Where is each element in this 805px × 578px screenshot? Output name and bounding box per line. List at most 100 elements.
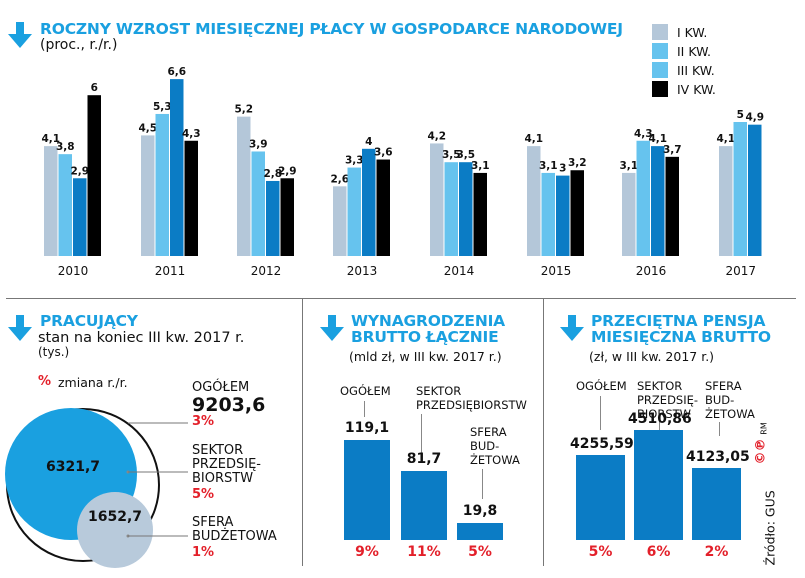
- x-tick-label: 2010: [58, 264, 89, 278]
- total-employed-change: 3%: [192, 414, 215, 429]
- section-divider: [6, 298, 796, 299]
- percent-legend-symbol: %: [38, 374, 52, 389]
- bar-value-label: 3: [559, 163, 566, 175]
- legend-label-q4: IV KW.: [677, 81, 716, 97]
- enterprise-label-line3: BIORSTW: [192, 471, 254, 486]
- wages-bar: [457, 523, 503, 540]
- bar-value-label: 6,6: [167, 66, 186, 78]
- bar-value-label: 3,5: [456, 149, 475, 161]
- wages-label-budget-3: ŻETOWA: [470, 453, 520, 467]
- wages-bar-value: 81,7: [406, 451, 442, 468]
- total-label: OGÓŁEM: [192, 380, 250, 395]
- bar-2014-q1: [430, 143, 444, 256]
- bar-value-label: 2,8: [263, 168, 282, 180]
- bar-value-label: 4,1: [716, 133, 735, 145]
- bar-2017-q1: [719, 146, 733, 256]
- bar-value-label: 4,2: [427, 130, 446, 142]
- wages-title-line1: WYNAGRODZENIA: [351, 312, 505, 330]
- enterprise-label-line2: PRZEDSIĘ-: [192, 457, 261, 472]
- wages-bar-value: 19,8: [462, 503, 498, 520]
- bar-2010-q4: [87, 95, 101, 256]
- leader-line: [600, 396, 601, 430]
- bar-2011-q3: [170, 79, 184, 257]
- wages-label-budget-2: BUD-: [470, 439, 500, 453]
- budget-label-line1: SFERA: [192, 515, 234, 530]
- bar-value-label: 3,1: [471, 160, 490, 172]
- avgpay-subtitle: (zł, w III kw. 2017 r.): [589, 349, 715, 364]
- avgpay-label-enterprise-2: PRZEDSIĘ-: [637, 393, 699, 407]
- bar-2015-q1: [527, 146, 541, 256]
- down-arrow-icon: [8, 22, 32, 48]
- quarterly-growth-chart: 4,13,82,9620104,55,36,64,320115,23,92,82…: [41, 66, 764, 278]
- top-chart-title: ROCZNY WZROST MIESIĘCZNEJ PŁACY W GOSPOD…: [40, 20, 623, 38]
- avgpay-change-pct: 5%: [588, 544, 613, 560]
- bar-2013-q4: [376, 159, 390, 256]
- avgpay-bar-value: 4123,05: [686, 449, 750, 466]
- bar-value-label: 5,2: [234, 104, 253, 116]
- bar-2013-q3: [362, 148, 376, 256]
- bar-value-label: 3,9: [249, 138, 268, 150]
- wages-subtitle: (mld zł, w III kw. 2017 r.): [349, 349, 502, 364]
- avgpay-label-budget-1: SFERA: [705, 379, 742, 393]
- bar-value-label: 4,5: [138, 122, 157, 134]
- avgpay-bar: [692, 468, 741, 540]
- bar-2017-q3: [748, 124, 762, 257]
- avgpay-label-total: OGÓŁEM: [576, 379, 627, 393]
- leader-line: [421, 414, 422, 454]
- x-tick-label: 2012: [251, 264, 282, 278]
- employed-title: PRACUJĄCY: [40, 312, 138, 330]
- avgpay-bar: [576, 455, 625, 540]
- bar-value-label: 3,8: [56, 141, 75, 153]
- budget-employed-value: 1652,7: [88, 509, 143, 525]
- bar-value-label: 3,2: [568, 157, 587, 169]
- bar-2010-q3: [73, 178, 87, 256]
- legend-swatch-q1: [652, 24, 668, 40]
- copyright-symbol: ©℗: [753, 438, 769, 465]
- avgpay-label-budget-3: ŻETOWA: [705, 407, 755, 421]
- bar-2017-q2: [733, 122, 747, 256]
- bar-value-label: 5,3: [153, 101, 172, 113]
- bar-2016-q4: [665, 156, 679, 256]
- avgpay-title-line1: PRZECIĘTNA PENSJA: [591, 312, 766, 330]
- circle-budget: [77, 492, 153, 568]
- wages-label-enterprise-1: SEKTOR: [416, 384, 462, 398]
- bar-value-label: 3,1: [619, 160, 638, 172]
- x-tick-label: 2017: [725, 264, 756, 278]
- bar-2016-q1: [622, 172, 636, 256]
- percent-legend-text: zmiana r./r.: [58, 375, 128, 390]
- bar-2010-q2: [58, 154, 72, 256]
- author-initials: RM: [759, 422, 769, 435]
- bar-2012-q1: [237, 116, 251, 256]
- avgpay-label-enterprise-3: BIORSTW: [637, 407, 692, 421]
- bar-2014-q3: [459, 162, 473, 256]
- bar-value-label: 4,1: [41, 133, 60, 145]
- legend-label-q2: II KW.: [677, 43, 711, 59]
- bar-2010-q1: [44, 146, 58, 256]
- bar-value-label: 4,1: [648, 133, 667, 145]
- bar-2012-q4: [280, 178, 294, 256]
- bar-value-label: 2,9: [70, 165, 89, 177]
- bar-value-label: 4,1: [524, 133, 543, 145]
- avgpay-title-line2: MIESIĘCZNA BRUTTO: [591, 328, 771, 346]
- bar-value-label: 4,3: [182, 128, 201, 140]
- bar-value-label: 5: [737, 109, 744, 121]
- legend-item-q3: III KW.: [652, 62, 715, 78]
- wages-label-total: OGÓŁEM: [340, 384, 391, 398]
- x-tick-label: 2015: [541, 264, 572, 278]
- wages-label-budget-1: SFERA: [470, 425, 507, 439]
- legend-item-q1: I KW.: [652, 24, 707, 40]
- bar-value-label: 4,3: [634, 128, 653, 140]
- bar-value-label: 3,3: [345, 155, 364, 167]
- bar-2011-q1: [141, 135, 155, 256]
- legend-swatch-q3: [652, 62, 668, 78]
- enterprise-employed-value: 6321,7: [46, 459, 101, 475]
- bar-2011-q2: [155, 113, 169, 257]
- column-divider: [543, 298, 544, 566]
- column-divider: [302, 298, 303, 566]
- avgpay-label-budget-2: BUD-: [705, 393, 735, 407]
- avgpay-bar-value: 4510,86: [628, 410, 692, 427]
- avgpay-label-enterprise-1: SEKTOR: [637, 379, 683, 393]
- wages-change-pct: 9%: [355, 544, 379, 560]
- avgpay-bar: [634, 429, 683, 540]
- legend-swatch-q4: [652, 81, 668, 97]
